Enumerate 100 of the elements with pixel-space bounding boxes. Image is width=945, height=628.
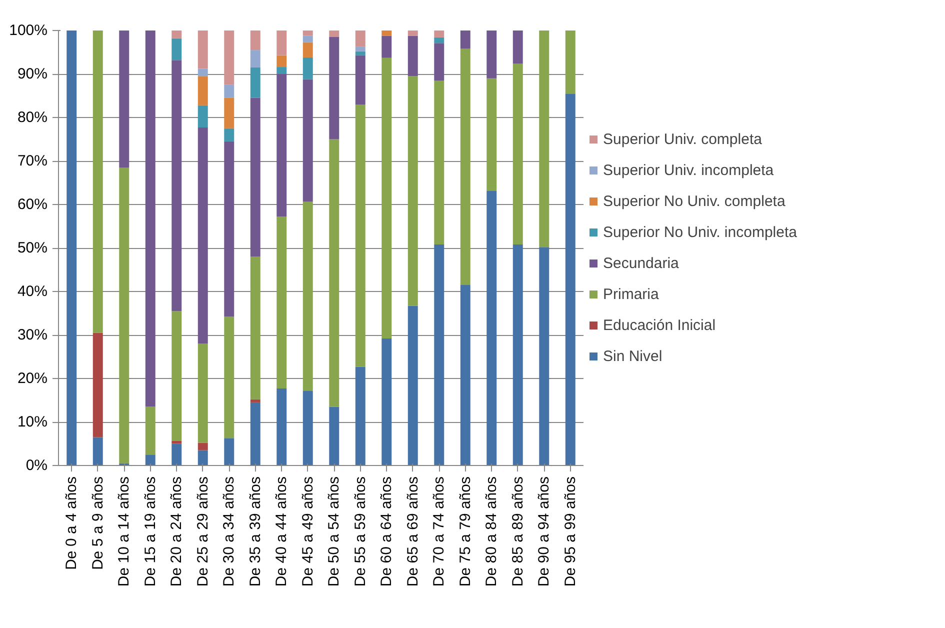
legend-label: Secundaria: [603, 254, 679, 272]
bar: [145, 454, 156, 466]
bar: [92, 30, 103, 333]
bar: [224, 438, 234, 466]
bar: [198, 76, 208, 106]
x-tick-label: De 90 a 94 años: [536, 476, 553, 587]
bar: [302, 79, 313, 202]
x-tick-label: De 60 a 64 años: [378, 476, 396, 587]
bar: [276, 55, 287, 68]
y-tick-label: 10%: [17, 414, 48, 430]
y-tick-label: 40%: [17, 283, 48, 300]
bar: [486, 190, 497, 466]
x-tick-label: De 30 a 34 años: [220, 476, 238, 587]
bar: [355, 366, 366, 466]
bar: [92, 332, 103, 438]
bar: [512, 64, 523, 245]
bar: [250, 67, 260, 98]
bar: [276, 74, 287, 217]
bar: [329, 37, 340, 140]
x-tick-label: De 50 a 54 años: [326, 476, 343, 587]
x-tick-label: De 0 a 4 años: [63, 476, 80, 570]
bar: [302, 201, 313, 391]
x-tick-label: De 15 a 19 años: [142, 476, 159, 587]
bar: [355, 55, 366, 104]
bar: [145, 30, 156, 407]
y-tick-label: 90%: [17, 66, 48, 82]
x-tick-label: De 5 a 9 años: [89, 476, 106, 570]
bar: [250, 98, 260, 257]
bar: [382, 36, 392, 58]
x-tick-label: De 85 a 89 años: [509, 476, 526, 587]
legend-label: Superior Univ. incompleta: [603, 162, 774, 178]
bar: [355, 30, 366, 47]
x-tick-label: De 45 a 49 años: [299, 476, 316, 587]
bar: [486, 30, 497, 78]
bar: [224, 316, 234, 438]
bar: [66, 30, 77, 466]
x-tick-label: De 55 a 59 años: [352, 476, 369, 587]
bar: [512, 30, 523, 64]
legend-label: Superior No Univ. completa: [603, 192, 786, 210]
bar: [172, 38, 182, 60]
bar: [250, 50, 260, 68]
bar: [276, 388, 287, 466]
bar: [250, 30, 260, 50]
y-tick-label: 70%: [17, 152, 48, 170]
x-tick-label: De 95 a 99 años: [562, 476, 579, 587]
bar: [250, 399, 260, 402]
bar: [486, 78, 497, 191]
bar: [119, 168, 130, 464]
bar: [434, 37, 444, 44]
bar: [460, 48, 470, 285]
bar: [250, 256, 260, 400]
bar: [198, 442, 208, 450]
y-tick-label: 100%: [9, 22, 48, 39]
y-tick-label: 20%: [17, 370, 48, 387]
bar: [198, 450, 208, 466]
bar: [172, 440, 182, 444]
bar: [539, 30, 550, 248]
bar: [172, 60, 182, 312]
bar: [565, 30, 576, 94]
y-tick-label: 30%: [17, 326, 48, 344]
bar: [198, 30, 208, 69]
bar: [172, 444, 182, 466]
x-tick-label: De 40 a 44 años: [273, 476, 290, 587]
bar: [198, 128, 208, 344]
bar: [512, 244, 523, 466]
legend-label: Superior Univ. completa: [603, 130, 762, 148]
legend-label: Educación Inicial: [603, 316, 716, 334]
y-tick-label: 80%: [17, 109, 48, 126]
x-tick-label: De 35 a 39 años: [246, 476, 264, 587]
bar: [434, 43, 444, 81]
bar: [460, 284, 470, 466]
bar: [276, 30, 287, 56]
x-tick-label: De 25 a 29 años: [194, 476, 212, 587]
bar: [198, 344, 208, 443]
bar: [302, 36, 313, 42]
bar: [224, 141, 234, 317]
legend-label: Sin Nivel: [603, 348, 662, 364]
bar: [302, 42, 313, 58]
x-tick-label: De 75 a 79 años: [456, 476, 474, 587]
bar: [198, 105, 208, 128]
bar: [434, 244, 444, 466]
bar: [302, 57, 313, 80]
x-tick-label: De 70 a 74 años: [430, 476, 448, 587]
bar: [382, 30, 392, 36]
bar: [145, 406, 156, 455]
x-tick-label: De 65 a 69 años: [404, 476, 422, 587]
bar: [250, 402, 260, 466]
bar: [198, 68, 208, 76]
bar: [434, 30, 444, 38]
bar: [172, 311, 182, 441]
y-tick-label: 60%: [17, 196, 48, 213]
bar: [329, 139, 340, 407]
bar: [565, 94, 576, 466]
legend-label: Superior No Univ. incompleta: [603, 224, 797, 240]
bar: [539, 247, 550, 466]
bar: [382, 338, 392, 466]
x-tick-label: De 20 a 24 años: [168, 476, 186, 587]
x-tick-label: De 10 a 14 años: [116, 476, 133, 587]
bar: [355, 46, 366, 52]
bar: [329, 30, 340, 38]
